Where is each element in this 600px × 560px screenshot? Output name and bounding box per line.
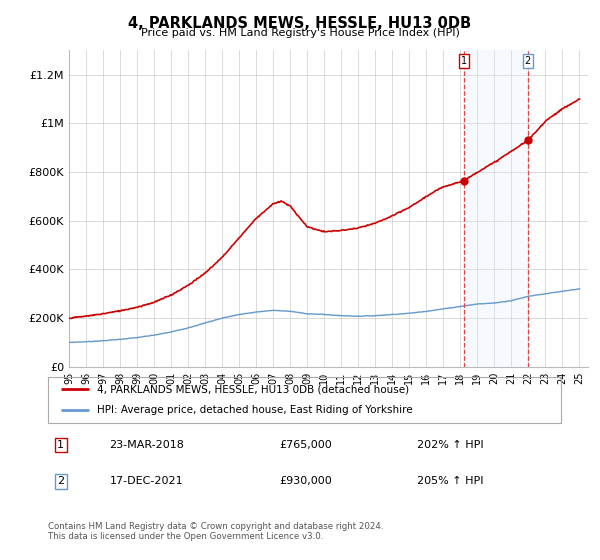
Bar bbox=[464, 50, 528, 367]
Text: 1: 1 bbox=[461, 57, 467, 66]
Text: Contains HM Land Registry data © Crown copyright and database right 2024.
This d: Contains HM Land Registry data © Crown c… bbox=[48, 522, 383, 542]
Text: 17-DEC-2021: 17-DEC-2021 bbox=[110, 477, 183, 486]
Text: £765,000: £765,000 bbox=[279, 440, 332, 450]
Text: £930,000: £930,000 bbox=[279, 477, 332, 486]
Text: Price paid vs. HM Land Registry's House Price Index (HPI): Price paid vs. HM Land Registry's House … bbox=[140, 28, 460, 38]
Text: 2: 2 bbox=[57, 477, 64, 486]
Text: HPI: Average price, detached house, East Riding of Yorkshire: HPI: Average price, detached house, East… bbox=[97, 405, 412, 416]
Text: 4, PARKLANDS MEWS, HESSLE, HU13 0DB (detached house): 4, PARKLANDS MEWS, HESSLE, HU13 0DB (det… bbox=[97, 384, 409, 394]
Text: 202% ↑ HPI: 202% ↑ HPI bbox=[418, 440, 484, 450]
Text: 2: 2 bbox=[524, 57, 531, 66]
Text: 205% ↑ HPI: 205% ↑ HPI bbox=[418, 477, 484, 486]
Text: 23-MAR-2018: 23-MAR-2018 bbox=[110, 440, 184, 450]
Text: 4, PARKLANDS MEWS, HESSLE, HU13 0DB: 4, PARKLANDS MEWS, HESSLE, HU13 0DB bbox=[128, 16, 472, 31]
Text: 1: 1 bbox=[58, 440, 64, 450]
